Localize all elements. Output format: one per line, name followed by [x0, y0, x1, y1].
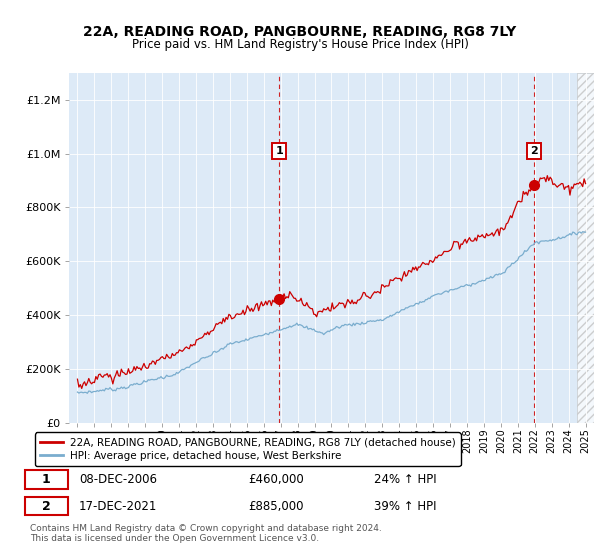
FancyBboxPatch shape	[25, 497, 68, 515]
Text: 1: 1	[275, 146, 283, 156]
Text: 39% ↑ HPI: 39% ↑ HPI	[374, 500, 436, 513]
FancyBboxPatch shape	[25, 470, 68, 488]
Text: 22A, READING ROAD, PANGBOURNE, READING, RG8 7LY: 22A, READING ROAD, PANGBOURNE, READING, …	[83, 25, 517, 39]
Legend: 22A, READING ROAD, PANGBOURNE, READING, RG8 7LY (detached house), HPI: Average p: 22A, READING ROAD, PANGBOURNE, READING, …	[35, 432, 461, 466]
Text: 24% ↑ HPI: 24% ↑ HPI	[374, 473, 437, 486]
Text: 2: 2	[530, 146, 538, 156]
Text: 17-DEC-2021: 17-DEC-2021	[79, 500, 158, 513]
Text: Price paid vs. HM Land Registry's House Price Index (HPI): Price paid vs. HM Land Registry's House …	[131, 38, 469, 51]
Text: Contains HM Land Registry data © Crown copyright and database right 2024.: Contains HM Land Registry data © Crown c…	[30, 524, 382, 533]
Text: This data is licensed under the Open Government Licence v3.0.: This data is licensed under the Open Gov…	[30, 534, 319, 543]
Text: 08-DEC-2006: 08-DEC-2006	[79, 473, 157, 486]
Text: 2: 2	[42, 500, 51, 513]
Text: £885,000: £885,000	[248, 500, 304, 513]
Text: £460,000: £460,000	[248, 473, 304, 486]
Text: 1: 1	[42, 473, 51, 486]
